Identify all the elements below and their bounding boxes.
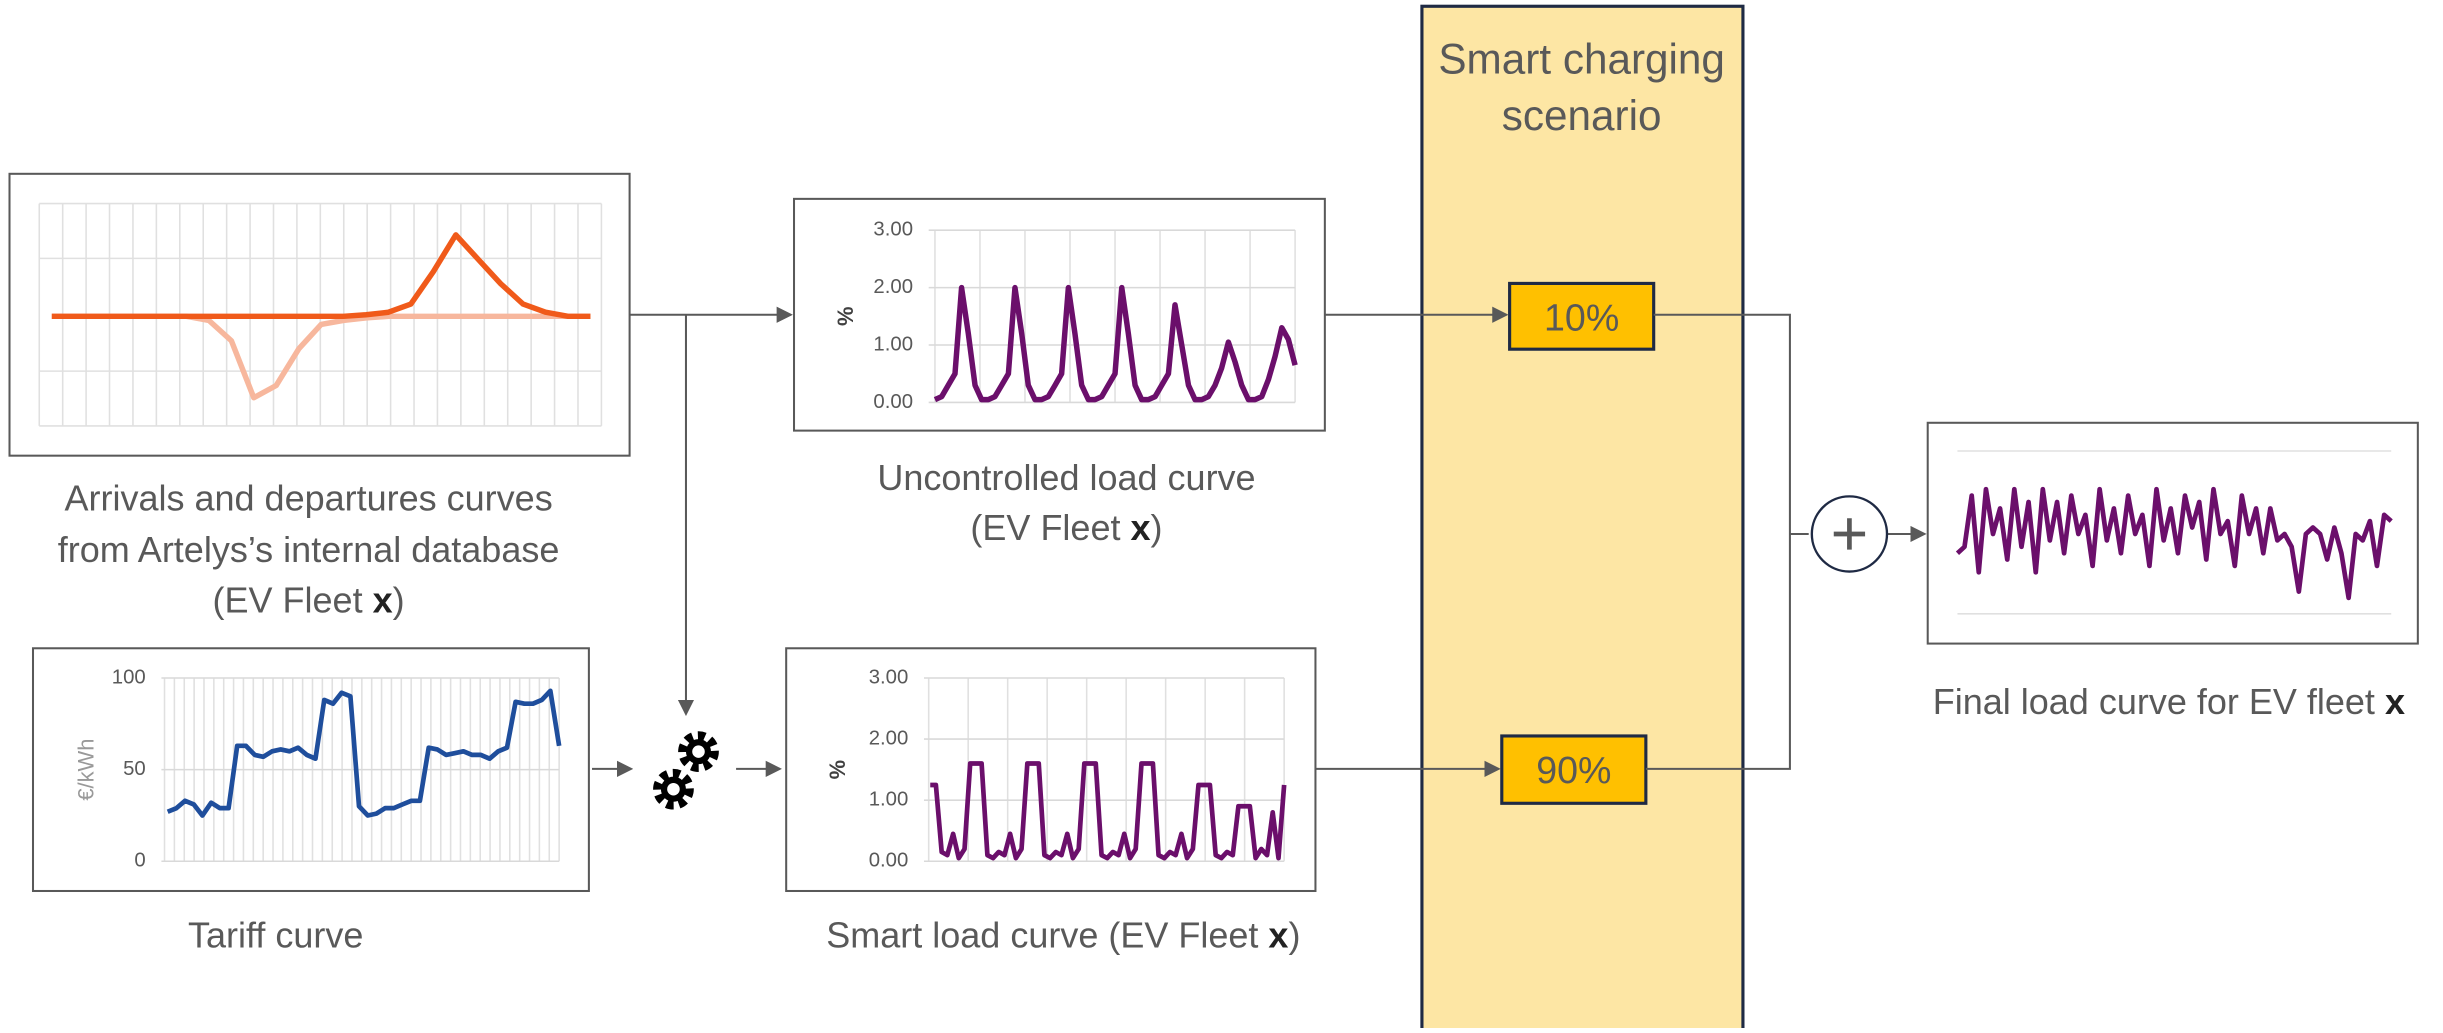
y-tick-label: 0.00: [869, 850, 909, 872]
y-tick-label: 0.00: [873, 391, 913, 413]
node-label: (EV Fleet x): [213, 579, 405, 620]
label-part: x: [373, 579, 393, 620]
y-tick-label: 1.00: [873, 333, 913, 355]
scenario-title: scenario: [1502, 92, 1662, 139]
node-label: Final load curve for EV fleet x: [1933, 681, 2405, 722]
scenario-panel: [1420, 4, 1745, 1033]
label-part: (EV Fleet: [970, 507, 1130, 548]
node-label: Smart load curve (EV Fleet x): [826, 914, 1300, 955]
data-line: [930, 761, 1287, 861]
connectors: [592, 306, 1927, 777]
node-label: (EV Fleet x): [970, 507, 1162, 548]
share-label: 10%: [1544, 296, 1619, 338]
label-part: ): [393, 579, 405, 620]
y-tick-label: 2.00: [869, 727, 909, 749]
y-tick-label: 100: [112, 666, 146, 688]
label-part: ): [1288, 914, 1300, 955]
y-tick-label: 1.00: [869, 789, 909, 811]
node-label: from Artelys’s internal database: [58, 529, 560, 570]
y-tick-label: 50: [123, 758, 146, 780]
share-label: 90%: [1536, 749, 1611, 791]
y-tick-label: 3.00: [873, 219, 913, 241]
data-line: [933, 284, 1298, 403]
y-tick-label: 3.00: [869, 666, 909, 688]
label-part: Final load curve for EV fleet: [1933, 681, 2385, 722]
data-line: [51, 232, 591, 320]
data-line: [166, 688, 562, 818]
scenario-title: Smart charging: [1438, 36, 1725, 83]
label-part: x: [1130, 507, 1150, 548]
label-part: ): [1151, 507, 1163, 548]
data-line: [1955, 486, 2393, 601]
node-label: Tariff curve: [188, 914, 363, 955]
y-axis-label: %: [833, 307, 858, 326]
label-part: (EV Fleet: [213, 579, 373, 620]
y-tick-label: 0: [134, 850, 145, 872]
plus-sign: [1833, 518, 1866, 550]
y-axis-label: €/kWh: [74, 739, 99, 801]
y-tick-label: 2.00: [873, 276, 913, 298]
node-label: Arrivals and departures curves: [64, 477, 552, 518]
gears: [653, 731, 719, 810]
label-part: x: [1268, 914, 1288, 955]
y-axis-label: %: [825, 760, 850, 779]
label-part: x: [2385, 681, 2405, 722]
share-box: [1508, 281, 1656, 351]
charts: 0.00 1.00 2.00 3.00% 0 50 100 €/kWh 0.00 1.00 2.00…: [8, 172, 2419, 893]
label-part: Smart load curve (EV Fleet: [826, 914, 1268, 955]
node-label: Uncontrolled load curve: [877, 457, 1255, 498]
